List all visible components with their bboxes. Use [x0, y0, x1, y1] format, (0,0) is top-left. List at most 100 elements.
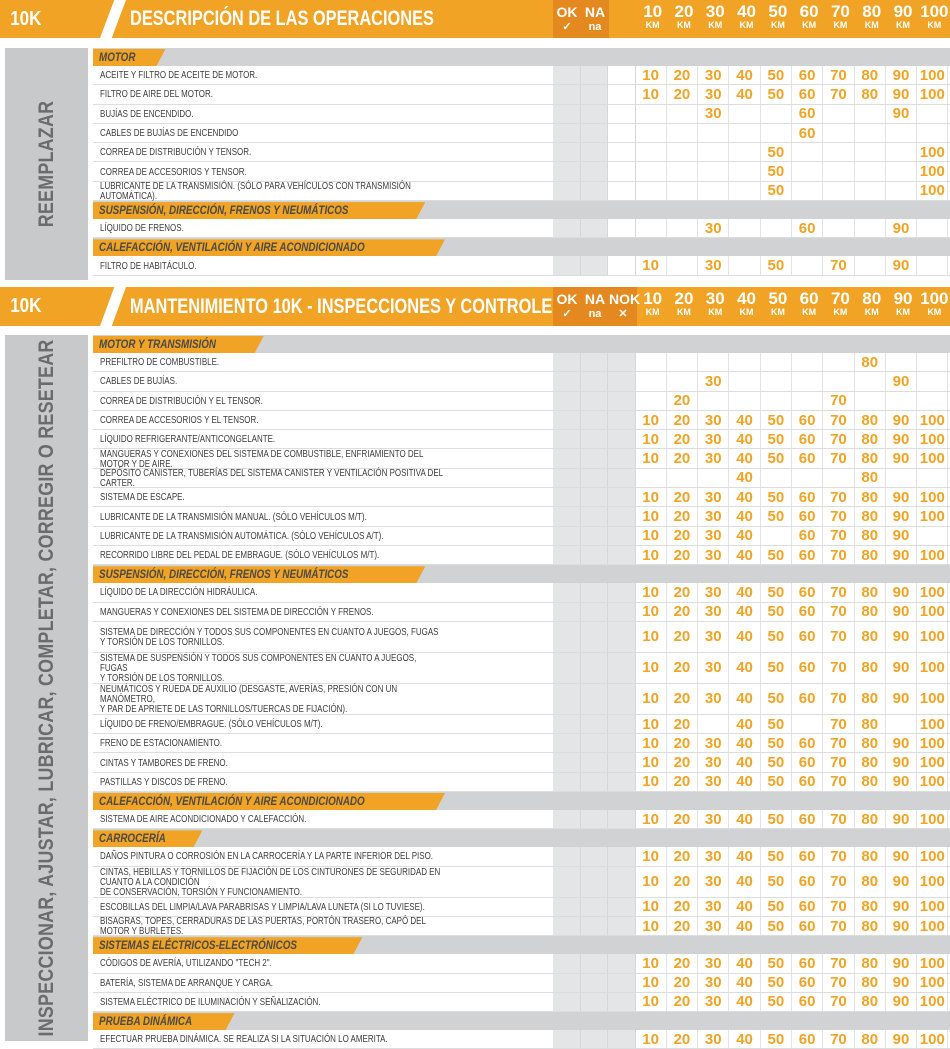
check-cell-ok[interactable]: [553, 123, 581, 143]
check-cell-na[interactable]: [580, 753, 608, 772]
check-cell-ok[interactable]: [553, 410, 581, 430]
check-cell-na[interactable]: [580, 916, 608, 936]
check-cell-na[interactable]: [580, 545, 608, 565]
check-cell-na[interactable]: [580, 104, 608, 123]
check-cell-na[interactable]: [580, 602, 608, 621]
check-cell-na[interactable]: [580, 683, 608, 714]
check-cell-ok[interactable]: [553, 181, 581, 201]
check-cell-ok[interactable]: [553, 256, 581, 275]
check-cell-ok[interactable]: [553, 621, 581, 652]
check-cell-ok[interactable]: [553, 66, 581, 85]
check-cell-nok[interactable]: [608, 847, 636, 866]
check-cell-nok[interactable]: [608, 954, 636, 973]
check-cell-nok[interactable]: [608, 410, 636, 430]
check-cell-ok[interactable]: [553, 219, 581, 238]
check-cell-nok[interactable]: [608, 1030, 636, 1049]
check-cell-na[interactable]: [580, 410, 608, 430]
check-cell-ok[interactable]: [553, 353, 581, 372]
check-cell-ok[interactable]: [553, 1030, 581, 1049]
check-cell-ok[interactable]: [553, 449, 581, 468]
check-cell-ok[interactable]: [553, 753, 581, 772]
check-cell-na[interactable]: [580, 66, 608, 85]
check-cell-nok[interactable]: [608, 583, 636, 602]
check-cell-nok[interactable]: [608, 652, 636, 683]
check-cell-na[interactable]: [580, 85, 608, 104]
check-cell-nok[interactable]: [608, 449, 636, 468]
check-cell-ok[interactable]: [553, 954, 581, 973]
check-cell-na[interactable]: [580, 526, 608, 545]
check-cell-na[interactable]: [580, 992, 608, 1012]
check-cell-ok[interactable]: [553, 916, 581, 936]
check-cell-na[interactable]: [580, 372, 608, 391]
check-cell-nok[interactable]: [608, 810, 636, 829]
check-cell-nok[interactable]: [608, 973, 636, 992]
check-cell-nok[interactable]: [608, 391, 636, 410]
check-cell-na[interactable]: [580, 162, 608, 181]
check-cell-nok[interactable]: [608, 526, 636, 545]
check-cell-ok[interactable]: [553, 488, 581, 507]
check-cell-na[interactable]: [580, 714, 608, 734]
check-cell-ok[interactable]: [553, 583, 581, 602]
check-cell-ok[interactable]: [553, 973, 581, 992]
check-cell-ok[interactable]: [553, 652, 581, 683]
check-cell-ok[interactable]: [553, 162, 581, 181]
check-cell-na[interactable]: [580, 353, 608, 372]
check-cell-ok[interactable]: [553, 391, 581, 410]
check-cell-na[interactable]: [580, 810, 608, 829]
check-cell-nok[interactable]: [608, 753, 636, 772]
check-cell-ok[interactable]: [553, 372, 581, 391]
check-cell-na[interactable]: [580, 847, 608, 866]
check-cell-na[interactable]: [580, 488, 608, 507]
check-cell-na[interactable]: [580, 652, 608, 683]
check-cell-ok[interactable]: [553, 468, 581, 488]
check-cell-na[interactable]: [580, 897, 608, 916]
check-cell-na[interactable]: [580, 468, 608, 488]
check-cell-na[interactable]: [580, 143, 608, 162]
check-cell-nok[interactable]: [608, 714, 636, 734]
check-cell-na[interactable]: [580, 772, 608, 792]
check-cell-ok[interactable]: [553, 683, 581, 714]
check-cell-na[interactable]: [580, 219, 608, 238]
check-cell-nok[interactable]: [608, 866, 636, 897]
check-cell-ok[interactable]: [553, 143, 581, 162]
check-cell-na[interactable]: [580, 449, 608, 468]
check-cell-na[interactable]: [580, 391, 608, 410]
check-cell-nok[interactable]: [608, 621, 636, 652]
check-cell-ok[interactable]: [553, 772, 581, 792]
check-cell-ok[interactable]: [553, 430, 581, 449]
check-cell-na[interactable]: [580, 1030, 608, 1049]
check-cell-na[interactable]: [580, 256, 608, 275]
check-cell-nok[interactable]: [608, 507, 636, 526]
check-cell-na[interactable]: [580, 734, 608, 753]
check-cell-ok[interactable]: [553, 847, 581, 866]
check-cell-na[interactable]: [580, 181, 608, 201]
check-cell-nok[interactable]: [608, 353, 636, 372]
check-cell-ok[interactable]: [553, 526, 581, 545]
check-cell-nok[interactable]: [608, 430, 636, 449]
check-cell-na[interactable]: [580, 123, 608, 143]
check-cell-ok[interactable]: [553, 734, 581, 753]
check-cell-nok[interactable]: [608, 916, 636, 936]
check-cell-nok[interactable]: [608, 683, 636, 714]
check-cell-na[interactable]: [580, 583, 608, 602]
check-cell-ok[interactable]: [553, 992, 581, 1012]
check-cell-ok[interactable]: [553, 810, 581, 829]
check-cell-ok[interactable]: [553, 897, 581, 916]
check-cell-ok[interactable]: [553, 507, 581, 526]
check-cell-nok[interactable]: [608, 772, 636, 792]
check-cell-ok[interactable]: [553, 104, 581, 123]
check-cell-nok[interactable]: [608, 488, 636, 507]
check-cell-ok[interactable]: [553, 866, 581, 897]
check-cell-nok[interactable]: [608, 545, 636, 565]
check-cell-nok[interactable]: [608, 602, 636, 621]
check-cell-ok[interactable]: [553, 602, 581, 621]
check-cell-ok[interactable]: [553, 85, 581, 104]
check-cell-nok[interactable]: [608, 992, 636, 1012]
check-cell-na[interactable]: [580, 866, 608, 897]
check-cell-na[interactable]: [580, 973, 608, 992]
check-cell-nok[interactable]: [608, 372, 636, 391]
check-cell-na[interactable]: [580, 430, 608, 449]
check-cell-na[interactable]: [580, 507, 608, 526]
check-cell-ok[interactable]: [553, 714, 581, 734]
check-cell-nok[interactable]: [608, 897, 636, 916]
